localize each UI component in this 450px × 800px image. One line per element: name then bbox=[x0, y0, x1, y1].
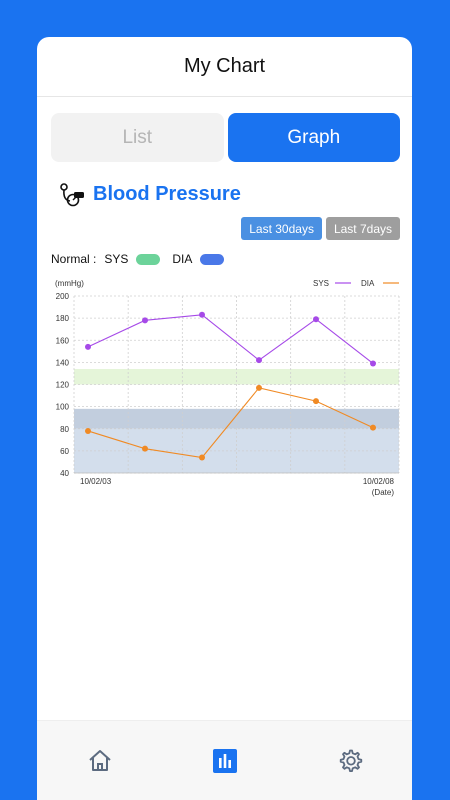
series-line-sys bbox=[87, 314, 374, 364]
y-tick-label: 120 bbox=[56, 381, 70, 390]
page-title: My Chart bbox=[183, 55, 266, 77]
legend-label-sys: SYS bbox=[313, 279, 329, 288]
y-tick-label: 40 bbox=[60, 469, 69, 478]
data-point-dia bbox=[313, 398, 319, 405]
header: My Chart bbox=[37, 37, 412, 97]
data-point-dia bbox=[199, 454, 205, 461]
section-header: Blood Pressure bbox=[57, 180, 241, 208]
view-toggle: List Graph bbox=[51, 113, 400, 162]
dia-label: DIA bbox=[172, 252, 193, 266]
nav-home[interactable] bbox=[80, 741, 120, 781]
range-selector: Last 30days Last 7days bbox=[241, 217, 400, 240]
sys-label: SYS bbox=[104, 252, 129, 266]
sys-swatch bbox=[136, 253, 161, 265]
data-point-dia bbox=[256, 384, 262, 391]
data-point-dia bbox=[370, 424, 376, 431]
last-30-days-button[interactable]: Last 30days bbox=[241, 217, 322, 240]
y-tick-label: 80 bbox=[60, 425, 69, 434]
blood-pressure-icon bbox=[60, 183, 84, 207]
last-7-days-button[interactable]: Last 7days bbox=[325, 217, 400, 240]
y-tick-label: 60 bbox=[60, 447, 69, 456]
bp-chart: 40 60 80 100 120 140 160 180 200 (mmHg) SYS DIA 10/0… bbox=[55, 279, 400, 497]
x-tick-label: 10/02/03 bbox=[80, 477, 112, 486]
nav-settings[interactable] bbox=[330, 741, 370, 781]
normal-band-1 bbox=[74, 408, 399, 429]
y-tick-label: 140 bbox=[56, 358, 70, 367]
data-point-sys bbox=[256, 357, 262, 364]
legend-label-dia: DIA bbox=[361, 279, 375, 288]
nav-divider bbox=[37, 720, 412, 721]
data-point-dia bbox=[142, 445, 148, 452]
normal-label: Normal : bbox=[51, 252, 97, 266]
data-point-sys bbox=[370, 360, 376, 367]
normal-legend: Normal : SYS DIA bbox=[51, 252, 236, 266]
list-tab[interactable]: List bbox=[51, 113, 224, 162]
bottom-nav bbox=[37, 721, 412, 800]
data-point-sys bbox=[313, 316, 319, 323]
x-tick-label: 10/02/08 bbox=[363, 477, 395, 486]
x-axis-label: (Date) bbox=[372, 488, 395, 497]
chart-icon bbox=[212, 748, 237, 773]
dia-swatch bbox=[200, 253, 225, 265]
y-tick-label: 160 bbox=[56, 336, 70, 345]
unit-label: (mmHg) bbox=[55, 279, 84, 288]
home-icon bbox=[88, 749, 111, 771]
y-tick-label: 180 bbox=[56, 314, 70, 323]
data-point-sys bbox=[199, 311, 205, 318]
app-card: My Chart List Graph Blood Pressure Last … bbox=[37, 37, 412, 800]
graph-tab[interactable]: Graph bbox=[227, 113, 400, 162]
y-tick-label: 200 bbox=[56, 292, 70, 301]
data-point-dia bbox=[85, 427, 91, 434]
data-point-sys bbox=[142, 317, 148, 324]
gear-icon bbox=[339, 749, 362, 772]
data-point-sys bbox=[85, 343, 91, 350]
nav-chart[interactable] bbox=[205, 741, 245, 781]
y-tick-label: 100 bbox=[56, 403, 70, 412]
section-title: Blood Pressure bbox=[93, 182, 241, 205]
series-line-dia bbox=[87, 387, 374, 459]
